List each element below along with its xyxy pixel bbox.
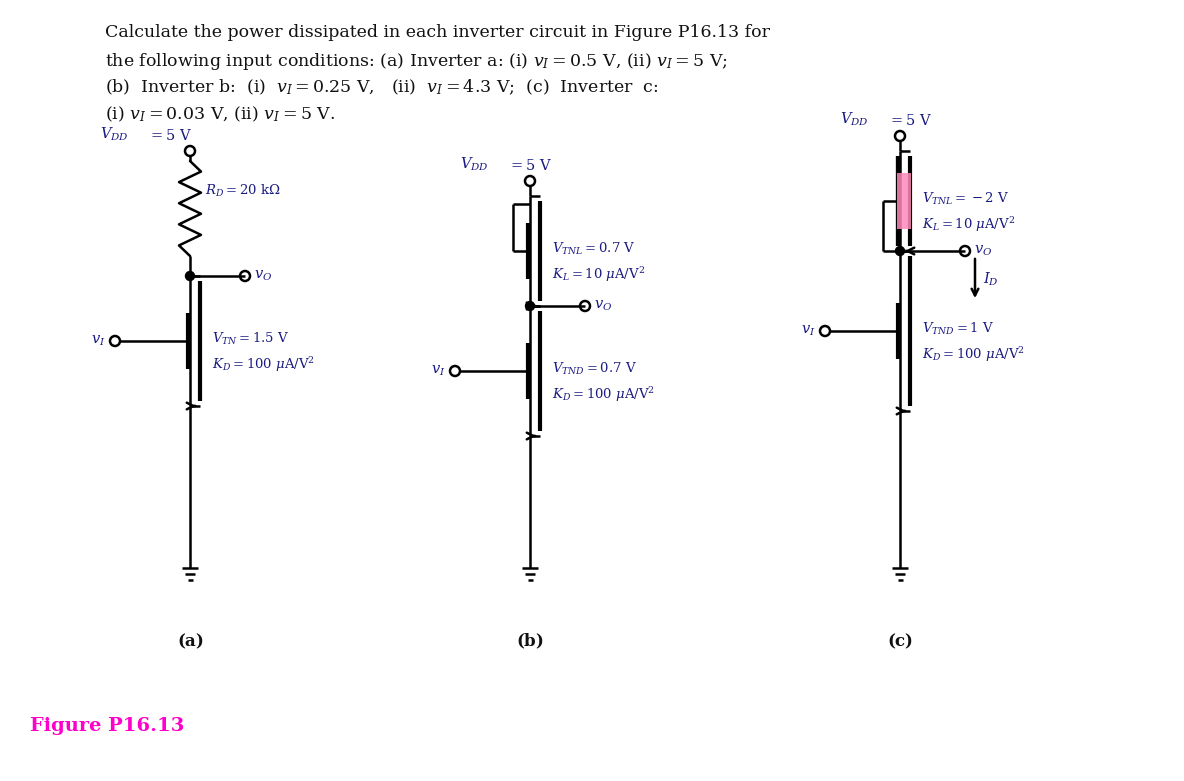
Text: $V_{DD}$: $V_{DD}$: [99, 126, 129, 143]
Text: $K_D = 100\ \mu\mathrm{A/V}^2$: $K_D = 100\ \mu\mathrm{A/V}^2$: [212, 355, 315, 374]
Text: $v_O$: $v_O$: [594, 299, 612, 313]
Text: $= 5$ V: $= 5$ V: [888, 113, 933, 128]
Circle shape: [186, 272, 194, 280]
Text: $v_O$: $v_O$: [974, 244, 992, 259]
Text: $V_{TN} = 1.5$ V: $V_{TN} = 1.5$ V: [212, 331, 289, 347]
Circle shape: [526, 301, 534, 311]
Text: $I_D$: $I_D$: [983, 270, 999, 287]
Text: (i) $v_I = 0.03$ V, (ii) $v_I = 5$ V.: (i) $v_I = 0.03$ V, (ii) $v_I = 5$ V.: [105, 105, 335, 124]
Bar: [897, 173, 910, 229]
Text: $V_{DD}$: $V_{DD}$: [461, 155, 489, 173]
Text: $R_D = 20\ \mathrm{k\Omega}$: $R_D = 20\ \mathrm{k\Omega}$: [205, 183, 281, 199]
Text: the following input conditions: (a) Inverter a: (i) $v_I = 0.5$ V, (ii) $v_I = 5: the following input conditions: (a) Inve…: [105, 51, 728, 72]
Text: $v_I$: $v_I$: [90, 333, 105, 348]
Text: (b)  Inverter b:  (i)  $v_I = 0.25$ V,   (ii)  $v_I = 4.3$ V;  (c)  Inverter  c:: (b) Inverter b: (i) $v_I = 0.25$ V, (ii)…: [105, 78, 658, 98]
Text: $\mathbf{(a)}$: $\mathbf{(a)}$: [176, 631, 204, 651]
Text: $K_D = 100\ \mu\mathrm{A/V}^2$: $K_D = 100\ \mu\mathrm{A/V}^2$: [922, 345, 1025, 364]
Text: $V_{DD}$: $V_{DD}$: [839, 111, 869, 128]
Text: $\mathbf{(b)}$: $\mathbf{(b)}$: [516, 631, 543, 651]
Text: $V_{TND} = 0.7$ V: $V_{TND} = 0.7$ V: [552, 361, 637, 377]
Circle shape: [895, 247, 905, 255]
Text: $v_I$: $v_I$: [800, 324, 815, 338]
Text: $= 5$ V: $= 5$ V: [508, 158, 553, 173]
Text: $V_{TNL} = 0.7$ V: $V_{TNL} = 0.7$ V: [552, 241, 636, 257]
Text: Figure P16.13: Figure P16.13: [30, 717, 185, 735]
Text: $K_L = 10\ \mu\mathrm{A/V}^2$: $K_L = 10\ \mu\mathrm{A/V}^2$: [552, 265, 645, 284]
Text: $V_{TNL} = -2$ V: $V_{TNL} = -2$ V: [922, 191, 1009, 207]
Text: $v_O$: $v_O$: [255, 269, 272, 284]
Text: $K_D = 100\ \mu\mathrm{A/V}^2$: $K_D = 100\ \mu\mathrm{A/V}^2$: [552, 385, 655, 404]
Text: $V_{TND} = 1$ V: $V_{TND} = 1$ V: [922, 321, 995, 337]
Text: $K_L = 10\ \mu\mathrm{A/V}^2$: $K_L = 10\ \mu\mathrm{A/V}^2$: [922, 215, 1015, 234]
Text: $\mathbf{(c)}$: $\mathbf{(c)}$: [887, 631, 913, 651]
Text: $v_I$: $v_I$: [431, 364, 445, 378]
Text: $= 5$ V: $= 5$ V: [148, 128, 193, 143]
Text: Calculate the power dissipated in each inverter circuit in Figure P16.13 for: Calculate the power dissipated in each i…: [105, 24, 770, 41]
